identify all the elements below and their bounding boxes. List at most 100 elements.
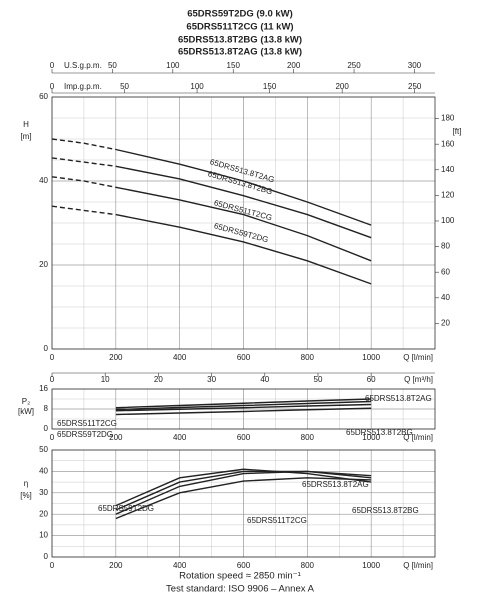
secondary-tick-label: 200 — [335, 82, 349, 91]
title: 65DRS513.8T2BG (13.8 kW) — [178, 35, 302, 46]
curve — [115, 407, 372, 416]
curve — [115, 470, 372, 511]
plot-frame — [51, 449, 436, 558]
secondary-tick-label: 150 — [263, 82, 277, 91]
secondary-tick-label: 200 — [287, 61, 301, 70]
curve — [115, 470, 372, 515]
curve — [115, 468, 372, 507]
y-tick-label: 20 — [39, 260, 48, 269]
curve-extension — [51, 176, 116, 188]
secondary-axis-label: Q [m³/h] — [404, 375, 433, 384]
y-tick-label: 16 — [39, 384, 48, 393]
x-tick-label: 1000 — [362, 433, 380, 442]
y2-tick-label: 60 — [441, 267, 450, 276]
secondary-tick-label: 250 — [347, 61, 361, 70]
secondary-tick-label: 100 — [166, 61, 180, 70]
x-tick-label: 800 — [301, 353, 315, 362]
y2-tick-label: 140 — [441, 165, 455, 174]
x-axis-label: Q [l/min] — [403, 561, 433, 570]
plot-frame — [51, 96, 436, 350]
y-axis-unit: [kW] — [18, 407, 34, 416]
x-tick-label: 600 — [237, 561, 251, 570]
curve-extension — [51, 138, 116, 151]
secondary-tick-label: 50 — [314, 375, 323, 384]
title: 65DRS59T2DG (9.0 kW) — [187, 9, 293, 20]
x-tick-label: 1000 — [362, 561, 380, 570]
secondary-tick-label: 20 — [154, 375, 163, 384]
curve-label: 65DRS59T2DG — [98, 504, 154, 513]
y-tick-label: 0 — [44, 424, 49, 433]
x-tick-label: 1000 — [362, 353, 380, 362]
x-tick-label: 200 — [109, 353, 123, 362]
secondary-tick-label: 250 — [408, 82, 422, 91]
x-tick-label: 600 — [237, 353, 251, 362]
x-tick-label: 0 — [50, 561, 55, 570]
curve-label: 65DRS511T2CG — [57, 419, 117, 428]
x-tick-label: 200 — [109, 433, 123, 442]
y2-tick-label: 180 — [441, 114, 455, 123]
curve-extension — [51, 157, 116, 167]
title: 65DRS513.8T2AG (13.8 kW) — [178, 47, 302, 58]
secondary-tick-label: 150 — [227, 61, 241, 70]
curve — [115, 186, 372, 262]
curve-label: 65DRS513.8T2AG — [302, 480, 369, 489]
secondary-tick-label: 100 — [190, 82, 204, 91]
secondary-tick-label: 40 — [260, 375, 269, 384]
plot-frame — [51, 388, 436, 430]
secondary-tick-label: 10 — [101, 375, 110, 384]
y-tick-label: 60 — [39, 92, 48, 101]
curve — [115, 213, 372, 285]
y-tick-label: 0 — [44, 552, 49, 561]
y-tick-label: 30 — [39, 488, 48, 497]
curve — [115, 403, 372, 412]
x-tick-label: 200 — [109, 561, 123, 570]
y2-tick-label: 20 — [441, 319, 450, 328]
secondary-tick-label: 0 — [50, 61, 55, 70]
x-tick-label: 0 — [50, 433, 55, 442]
y2-tick-label: 100 — [441, 216, 455, 225]
curve-label: 65DRS59T2DG — [57, 430, 113, 439]
secondary-tick-label: 50 — [108, 61, 117, 70]
x-tick-label: 0 — [50, 353, 55, 362]
secondary-tick-label: 60 — [367, 375, 376, 384]
y2-tick-label: 160 — [441, 139, 455, 148]
y-axis-label: P₂ — [22, 397, 30, 406]
y2-axis-unit: [ft] — [453, 127, 462, 136]
x-axis-label: Q [l/min] — [403, 433, 433, 442]
footer-text: Test standard: ISO 9906 – Annex A — [166, 584, 315, 595]
y-tick-label: 20 — [39, 509, 48, 518]
y-axis-unit: [%] — [20, 491, 32, 500]
x-tick-label: 600 — [237, 433, 251, 442]
y-tick-label: 40 — [39, 176, 48, 185]
secondary-axis-label: Imp.g.p.m. — [64, 82, 102, 91]
x-tick-label: 400 — [173, 561, 187, 570]
curve-label: 65DRS513.8T2AG — [365, 394, 432, 403]
curve-extension — [51, 205, 116, 216]
secondary-tick-label: 0 — [50, 82, 55, 91]
curve-label: 65DRS513.8T2BG — [346, 428, 413, 437]
curve-label: 65DRS513.8T2BG — [352, 506, 419, 515]
title: 65DRS511T2CG (11 kW) — [186, 22, 293, 33]
y-axis-label: H — [23, 120, 29, 129]
y-axis-unit: [m] — [20, 132, 31, 141]
y2-tick-label: 40 — [441, 293, 450, 302]
footer-text: Rotation speed ≈ 2850 min⁻¹ — [179, 571, 301, 582]
secondary-tick-label: 0 — [50, 375, 55, 384]
x-axis-label: Q [l/min] — [403, 353, 433, 362]
curve — [115, 400, 372, 411]
x-tick-label: 400 — [173, 433, 187, 442]
y2-tick-label: 80 — [441, 242, 450, 251]
secondary-axis-label: U.S.g.p.m. — [64, 61, 102, 70]
y-tick-label: 0 — [44, 344, 49, 353]
curve — [115, 148, 372, 226]
x-tick-label: 800 — [301, 561, 315, 570]
y-tick-label: 10 — [39, 531, 48, 540]
y-tick-label: 50 — [39, 445, 48, 454]
y2-tick-label: 120 — [441, 190, 455, 199]
curve — [115, 477, 372, 520]
y-axis-label: η — [24, 479, 28, 488]
x-tick-label: 800 — [301, 433, 315, 442]
secondary-tick-label: 30 — [207, 375, 216, 384]
